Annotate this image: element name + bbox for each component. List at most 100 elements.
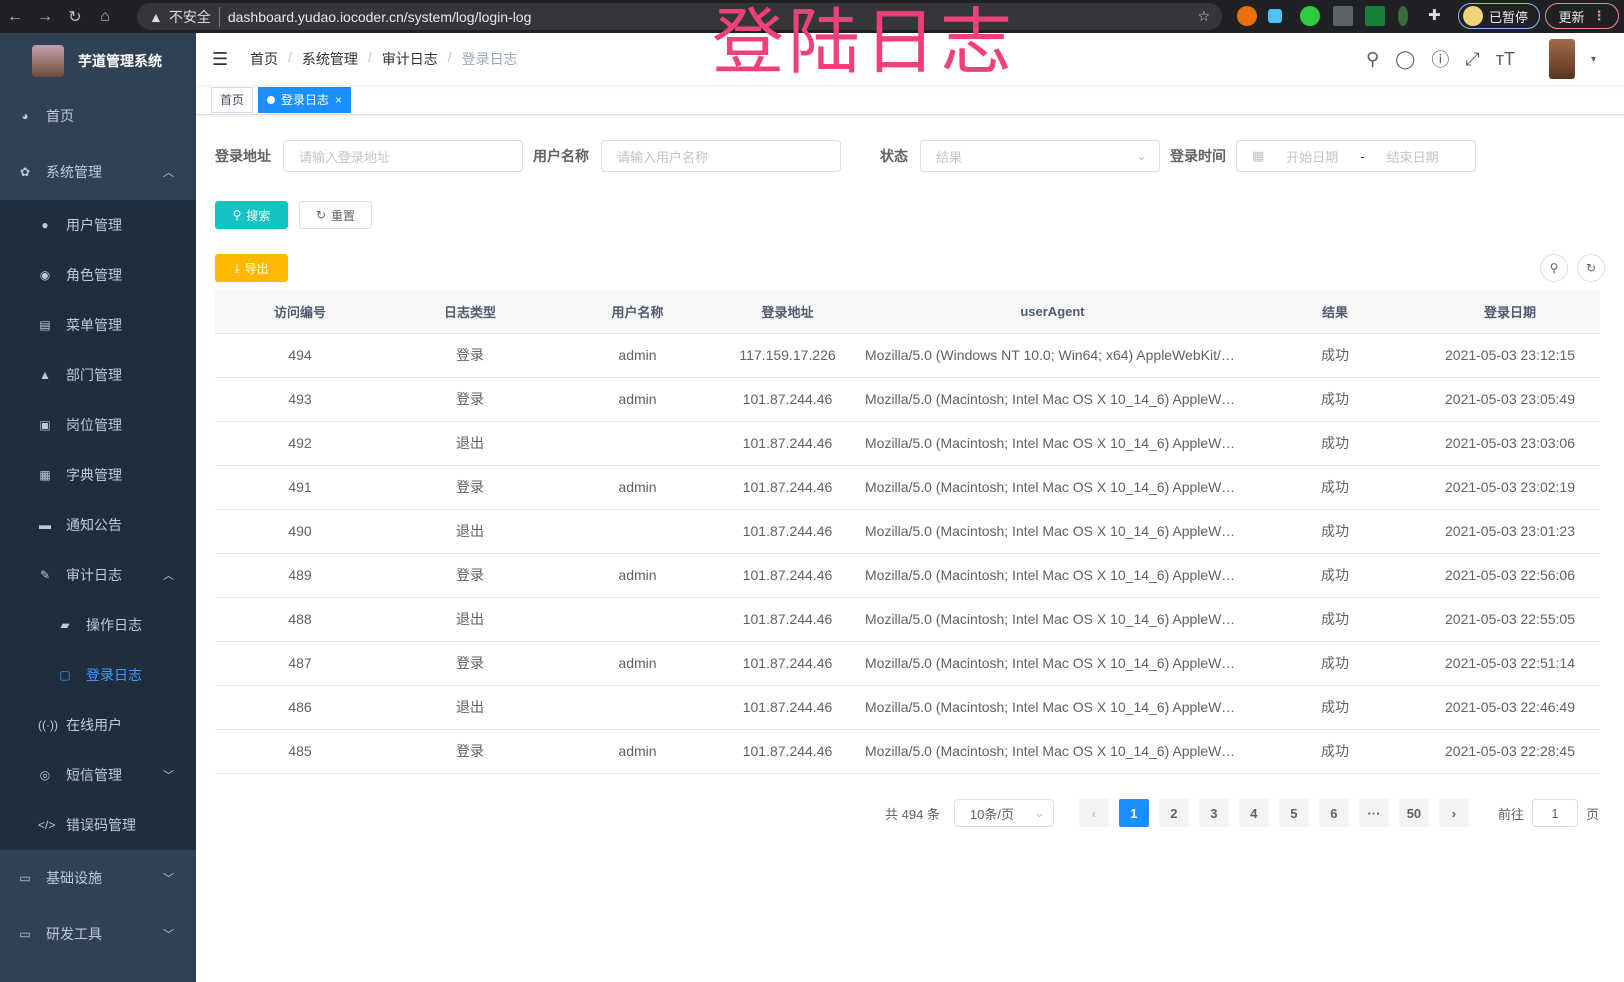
prev-page-button[interactable]: ‹ <box>1078 799 1109 827</box>
refresh-button[interactable]: ↻ <box>1577 254 1605 282</box>
extension-icon[interactable] <box>1300 6 1320 26</box>
page-button[interactable]: 3 <box>1198 799 1229 827</box>
sidebar-item-dict[interactable]: ▦ 字典管理 <box>0 450 196 500</box>
sidebar-logo[interactable]: 芋道管理系统 <box>0 33 196 88</box>
puzzle-icon[interactable]: ✚ <box>1428 7 1441 24</box>
sidebar-item-tools[interactable]: ▭ 研发工具 ﹀ <box>0 906 196 962</box>
bookmark-star-icon[interactable]: ☆ <box>1197 8 1210 24</box>
sidebar-item-posts[interactable]: ▣ 岗位管理 <box>0 400 196 450</box>
goto-label: 前往 <box>1497 806 1524 822</box>
extension-icon[interactable] <box>1333 6 1353 26</box>
date-range-picker[interactable]: ▦ 开始日期 - 结束日期 <box>1236 140 1476 172</box>
page-button[interactable]: 5 <box>1278 799 1309 827</box>
extension-icon[interactable] <box>1365 6 1385 26</box>
caret-down-icon[interactable]: ▾ <box>1590 53 1596 65</box>
table-cell: 登录 <box>385 377 555 422</box>
table-cell: 491 <box>215 465 385 510</box>
chevron-up-icon: ︿ <box>163 167 174 179</box>
sidebar-item-sms[interactable]: ◎ 短信管理 ﹀ <box>0 750 196 800</box>
avatar[interactable] <box>1548 39 1575 79</box>
sidebar-item-login-log[interactable]: ▢ 登录日志 <box>0 650 196 700</box>
table-cell: 101.87.244.46 <box>720 597 855 642</box>
sidebar-item-home[interactable]: ◕ 首页 <box>0 88 196 144</box>
username-input[interactable]: 请输入用户名称 <box>601 140 841 172</box>
toggle-search-button[interactable]: ⚲ <box>1540 254 1568 282</box>
font-size-icon[interactable]: тT <box>1495 48 1515 69</box>
tag-login-log[interactable]: 登录日志 × <box>258 86 352 113</box>
breadcrumb-item[interactable]: 首页 <box>250 51 278 67</box>
sidebar-item-system[interactable]: ✿ 系统管理 ︿ <box>0 144 196 200</box>
table-cell: 2021-05-03 23:12:15 <box>1420 333 1600 378</box>
start-date[interactable]: 开始日期 <box>1286 149 1339 165</box>
table-cell: 490 <box>215 509 385 554</box>
button-label: 搜索 <box>246 208 271 223</box>
download-icon: ⤓ <box>234 260 240 275</box>
table-cell: 493 <box>215 377 385 422</box>
ip-input[interactable]: 请输入登录地址 <box>283 140 523 172</box>
github-icon[interactable]: ◯ <box>1395 48 1416 69</box>
next-page-button[interactable]: › <box>1438 799 1469 827</box>
breadcrumb-separator: / <box>288 49 292 65</box>
question-icon[interactable]: ⓘ <box>1431 50 1450 70</box>
search-icon[interactable]: ⚲ <box>1365 48 1380 69</box>
chevron-up-icon: ︿ <box>163 570 174 582</box>
table-cell: 485 <box>215 729 385 774</box>
reload-icon[interactable]: ↻ <box>68 8 82 26</box>
sidebar-item-menus[interactable]: ▤ 菜单管理 <box>0 300 196 350</box>
update-button[interactable]: 更新 ⋮ <box>1545 3 1619 29</box>
tag-home[interactable]: 首页 <box>211 86 254 113</box>
page-button[interactable]: 4 <box>1238 799 1269 827</box>
table-cell: admin <box>555 333 720 378</box>
sidebar-item-notice[interactable]: ▬ 通知公告 <box>0 500 196 550</box>
menu-label: 错误码管理 <box>66 817 136 833</box>
page-button[interactable]: 1 <box>1118 799 1149 827</box>
sidebar-item-operate-log[interactable]: ▰ 操作日志 <box>0 600 196 650</box>
search-button[interactable]: ⚲ 搜索 <box>215 201 288 229</box>
user-icon: ● <box>41 218 49 232</box>
breadcrumb: 首页 / 系统管理 / 审计日志 / 登录日志 <box>250 49 518 69</box>
url-text[interactable]: dashboard.yudao.iocoder.cn/system/log/lo… <box>227 8 532 25</box>
profile-button[interactable]: 已暂停 <box>1458 3 1540 29</box>
forward-icon[interactable]: → <box>37 7 53 25</box>
chevron-down-icon: ﹀ <box>163 929 174 941</box>
overlay-title: 登陆日志 <box>712 0 1017 84</box>
sidebar-item-audit-log[interactable]: ✎ 审计日志 ︿ <box>0 550 196 600</box>
back-icon[interactable]: ← <box>7 7 23 25</box>
extension-icon[interactable] <box>1398 6 1408 26</box>
table-cell: 成功 <box>1250 641 1420 686</box>
column-header: 用户名称 <box>555 290 720 334</box>
menu-label: 操作日志 <box>86 617 142 633</box>
page-button[interactable]: 6 <box>1318 799 1349 827</box>
sidebar-item-depts[interactable]: ▲ 部门管理 <box>0 350 196 400</box>
status-select[interactable]: 结果 ⌄ <box>920 140 1160 172</box>
sidebar-item-roles[interactable]: ◉ 角色管理 <box>0 250 196 300</box>
page-size-select[interactable]: 10条/页 ⌄ <box>953 799 1054 827</box>
placeholder: 结果 <box>936 149 963 165</box>
tag-label: 登录日志 <box>281 93 330 107</box>
export-button[interactable]: ⤓ 导出 <box>215 254 288 282</box>
address-bar[interactable]: ▲ 不安全 dashboard.yudao.iocoder.cn/system/… <box>137 3 1222 30</box>
menu-label: 岗位管理 <box>66 417 122 433</box>
table-row: 490 退出 101.87.244.46 Mozilla/5.0 (Macintosh… <box>215 509 1600 554</box>
page-button[interactable]: 50 <box>1398 799 1429 827</box>
home-icon[interactable]: ⌂ <box>100 7 110 25</box>
table-cell: 退出 <box>385 597 555 642</box>
goto-page-input[interactable]: 1 <box>1531 799 1578 827</box>
login-log-table: 访问编号 日志类型 用户名称 登录地址 userAgent 结果 登录日期 49… <box>215 290 1600 774</box>
sidebar-item-error-code[interactable]: </> 错误码管理 <box>0 800 196 850</box>
fullscreen-icon[interactable]: ⤢ <box>1465 48 1480 69</box>
sidebar-item-infra[interactable]: ▭ 基础设施 ﹀ <box>0 850 196 906</box>
menu-label: 登录日志 <box>86 667 142 683</box>
extension-icon[interactable] <box>1237 6 1257 26</box>
page-button[interactable]: 2 <box>1158 799 1189 827</box>
page-size-value: 10条/页 <box>969 806 1014 822</box>
close-icon[interactable]: × <box>335 92 343 107</box>
table-cell: 2021-05-03 22:28:45 <box>1420 729 1600 774</box>
hamburger-icon[interactable]: ☰ <box>212 48 229 69</box>
page-button[interactable]: ··· <box>1358 799 1389 827</box>
reset-button[interactable]: ↻ 重置 <box>299 201 372 229</box>
sidebar-item-online[interactable]: ((·)) 在线用户 <box>0 700 196 750</box>
end-date[interactable]: 结束日期 <box>1386 149 1439 165</box>
sidebar-item-users[interactable]: ● 用户管理 <box>0 200 196 250</box>
extension-icon[interactable] <box>1268 9 1282 23</box>
